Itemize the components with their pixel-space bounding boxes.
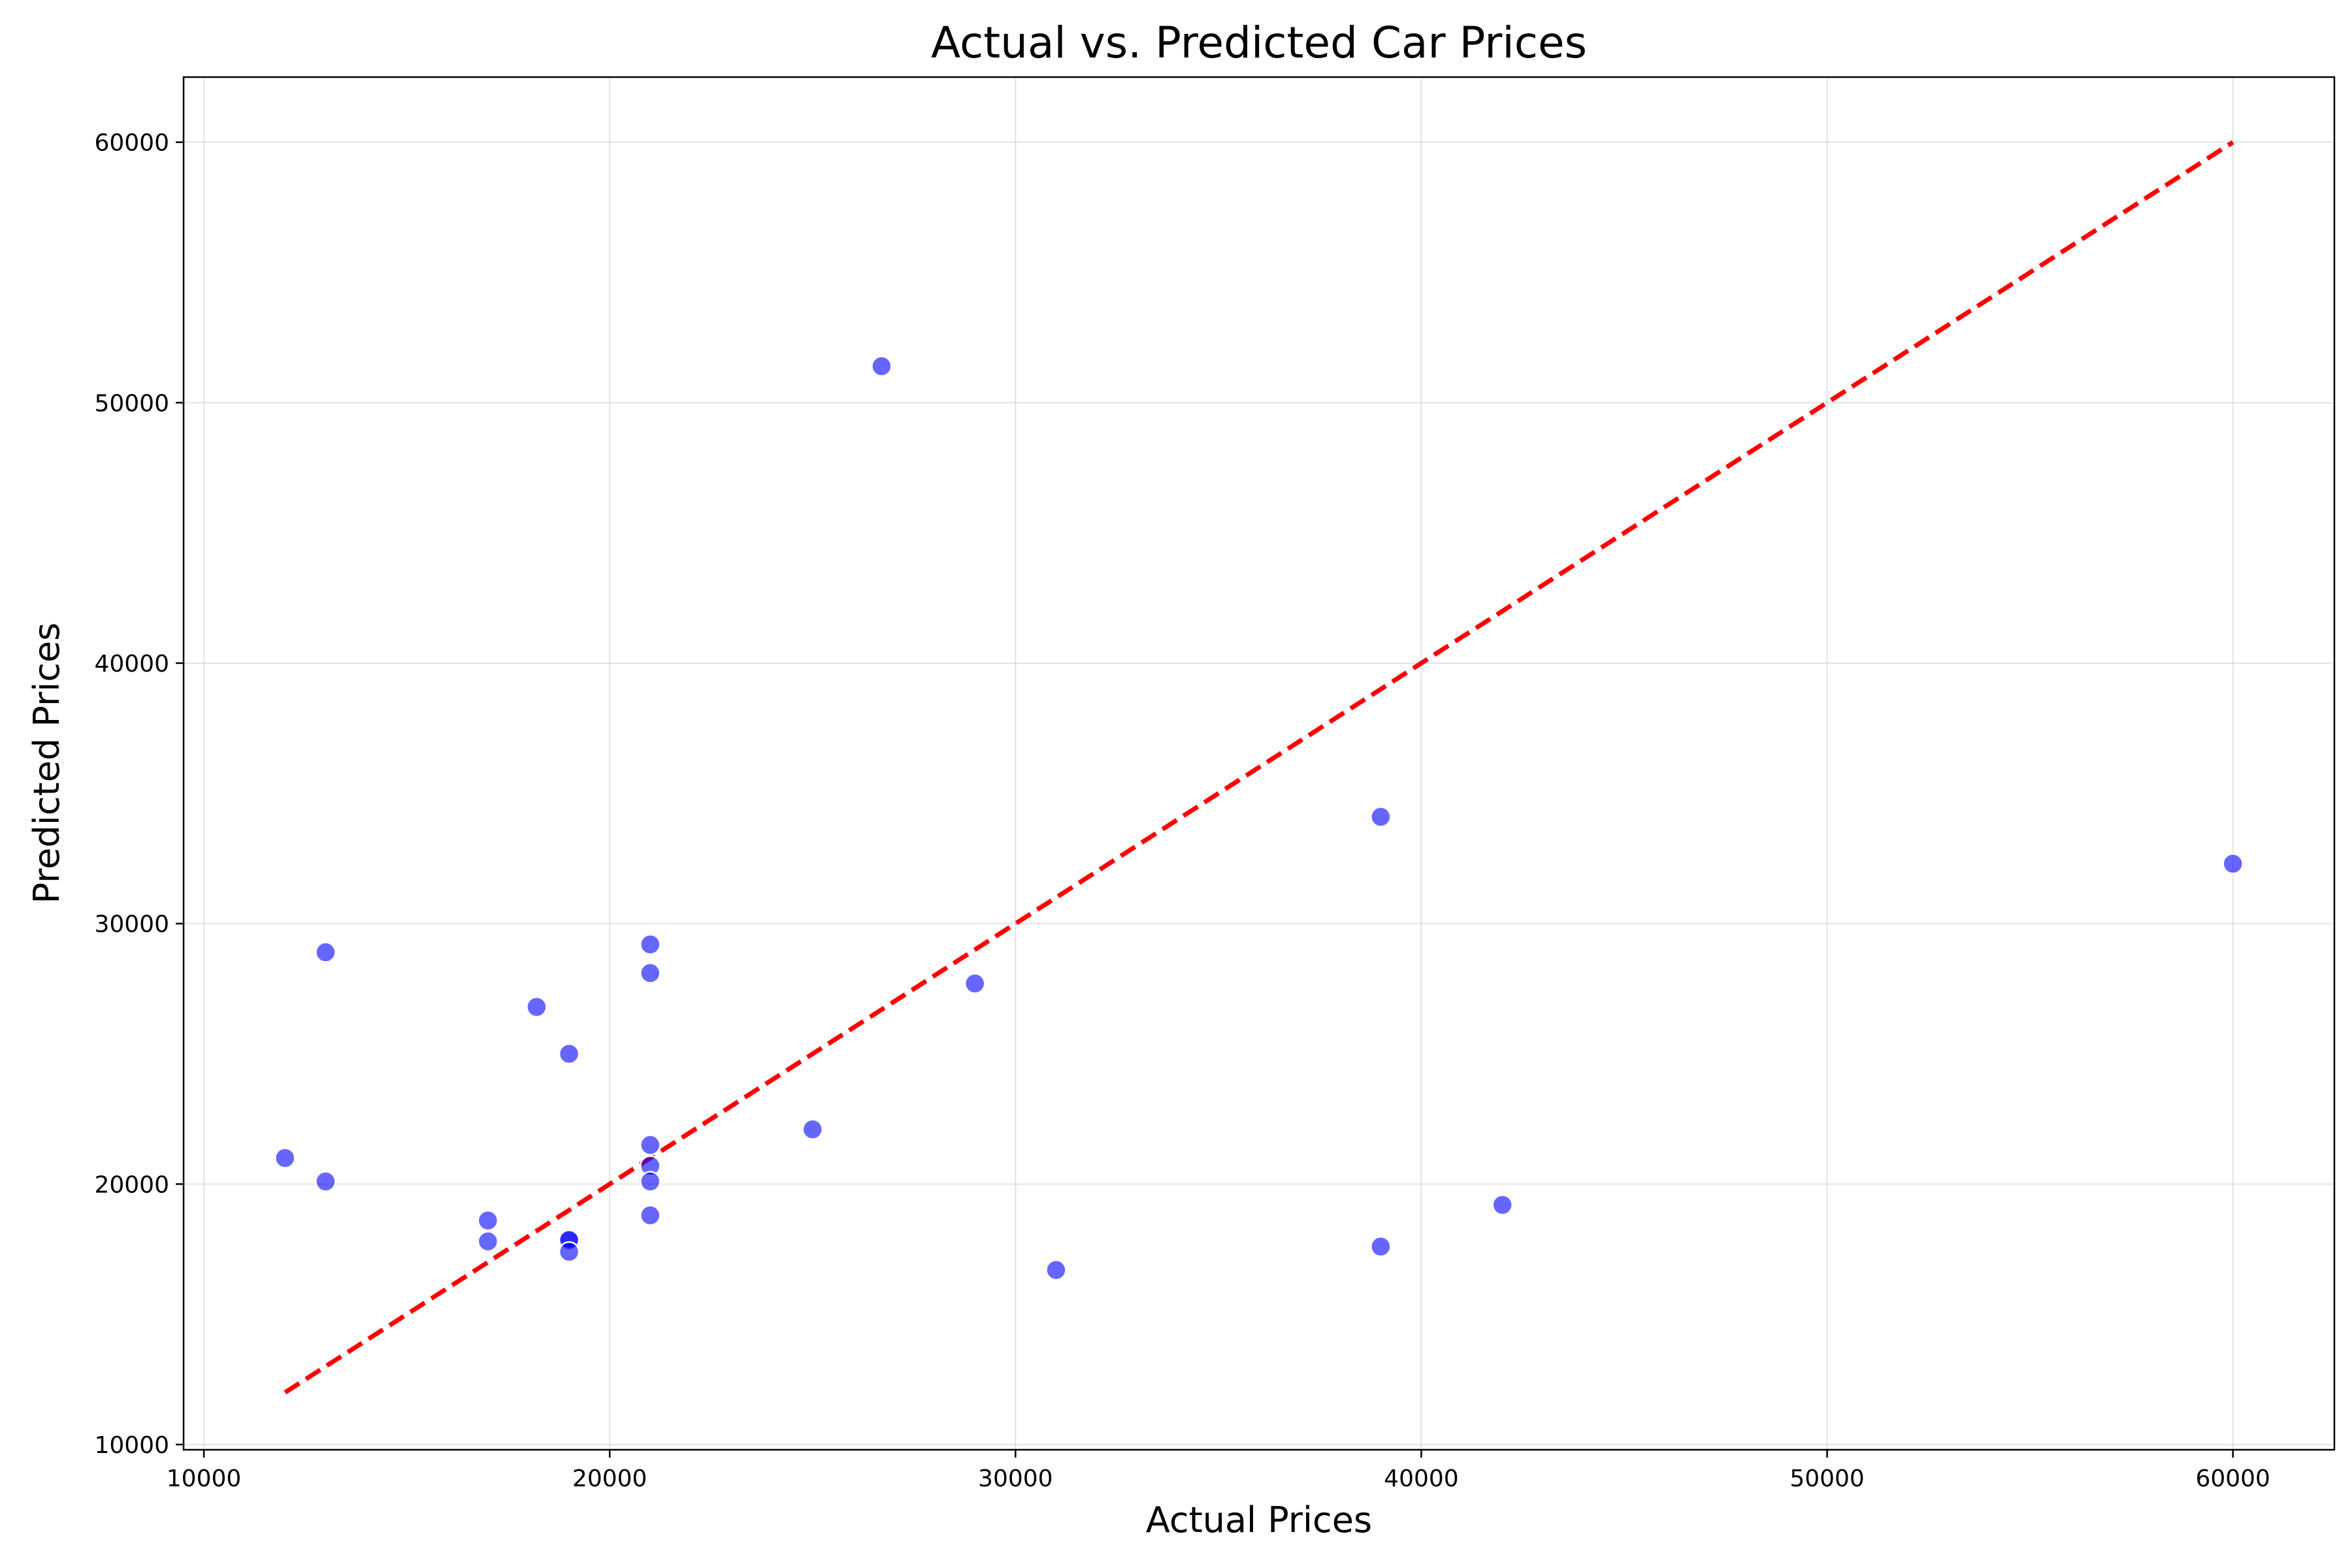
y-tick-label: 20000 bbox=[94, 1171, 169, 1198]
y-tick-label: 50000 bbox=[94, 390, 169, 417]
data-point bbox=[1370, 806, 1392, 828]
plot-frame bbox=[182, 76, 2336, 1451]
y-axis-ticks: 10000 20000 30000 40000 50000 60000 bbox=[94, 130, 184, 1459]
data-point bbox=[640, 934, 661, 955]
data-point bbox=[315, 1171, 336, 1192]
data-point bbox=[871, 355, 892, 377]
data-point bbox=[640, 1134, 661, 1156]
data-point bbox=[477, 1209, 499, 1232]
data-point bbox=[802, 1119, 824, 1140]
x-tick-label: 50000 bbox=[1789, 1465, 1865, 1492]
grid bbox=[184, 77, 2334, 1450]
data-point bbox=[640, 1171, 661, 1192]
data-point bbox=[477, 1230, 499, 1252]
y-axis-label: Predicted Prices bbox=[26, 623, 67, 904]
data-point bbox=[1492, 1194, 1513, 1216]
x-tick-label: 60000 bbox=[2195, 1465, 2270, 1492]
data-point bbox=[315, 941, 336, 963]
data-point bbox=[640, 962, 661, 984]
x-tick-label: 10000 bbox=[167, 1465, 242, 1492]
reference-line-layer bbox=[284, 140, 2234, 1395]
x-axis-label: Actual Prices bbox=[1146, 1499, 1372, 1541]
reference-line bbox=[284, 140, 2234, 1395]
data-point bbox=[640, 1204, 661, 1226]
data-point bbox=[1045, 1259, 1067, 1281]
y-tick-label: 40000 bbox=[94, 651, 169, 678]
x-tick-label: 20000 bbox=[572, 1465, 647, 1492]
x-tick-label: 40000 bbox=[1384, 1465, 1459, 1492]
x-tick-label: 30000 bbox=[978, 1465, 1053, 1492]
data-point bbox=[558, 1043, 580, 1065]
y-tick-label: 60000 bbox=[94, 130, 169, 157]
data-point bbox=[526, 996, 547, 1018]
points-layer bbox=[274, 355, 2244, 1281]
x-axis-ticks: 10000 20000 30000 40000 50000 60000 bbox=[167, 1450, 2270, 1492]
y-tick-label: 30000 bbox=[94, 911, 169, 938]
data-point bbox=[1370, 1235, 1392, 1258]
data-point bbox=[274, 1147, 296, 1169]
data-point bbox=[964, 973, 986, 994]
data-point bbox=[2222, 853, 2244, 875]
chart-title: Actual vs. Predicted Car Prices bbox=[931, 18, 1587, 68]
y-tick-label: 10000 bbox=[94, 1432, 169, 1459]
data-point bbox=[558, 1241, 580, 1263]
